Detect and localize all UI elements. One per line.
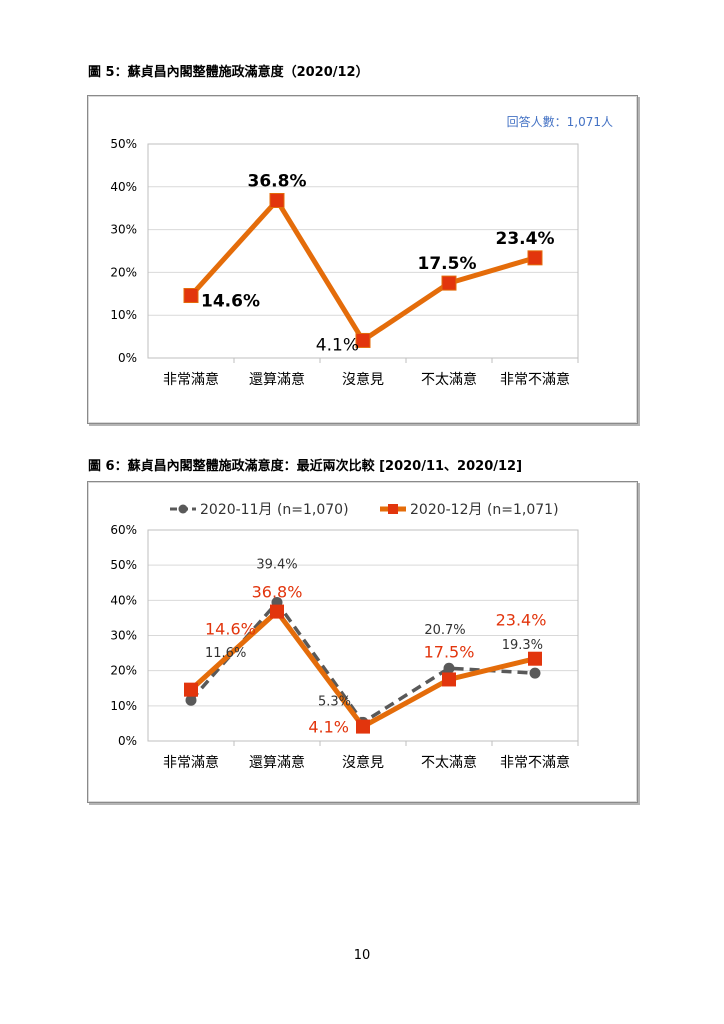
x-tick-label: 不太滿意 [421,754,477,771]
data-point [355,332,371,348]
plot-area [147,143,579,359]
plot-area [147,529,579,742]
data-label: 4.1% [316,335,359,355]
data-label-dec: 14.6% [205,620,256,639]
x-tick-label: 非常滿意 [163,371,219,388]
data-label: 17.5% [418,254,477,274]
data-label: 36.8% [248,171,307,191]
chart-5: 回答人數：1,071人 50% 40% 30% 20% 10% 0% 非常滿意 還算滿意 沒意見 不… [110,114,613,388]
x-tick-label: 沒意見 [342,754,384,771]
legend-label-nov: 2020-11月 (n=1,070) [200,502,349,518]
x-tick-label: 沒意見 [342,371,384,388]
y-tick-label: 50% [110,558,137,572]
data-label-nov: 5.3% [318,694,351,709]
y-tick-label: 0% [118,734,137,748]
data-point-dec [442,672,456,687]
chart-6: 2020-11月 (n=1,070) 2020-12月 (n=1,071) 60% 5… [110,502,579,771]
data-label-nov: 11.6% [205,646,246,661]
y-tick-label: 60% [110,523,137,537]
legend-label-dec: 2020-12月 (n=1,071) [410,502,559,518]
data-label-dec: 17.5% [424,642,475,661]
respondent-count-note: 回答人數：1,071人 [507,114,613,129]
data-label-nov: 19.3% [502,638,543,653]
data-label-dec: 36.8% [252,583,303,602]
y-tick-label: 30% [110,629,137,643]
x-tick-label: 還算滿意 [249,371,305,388]
x-tick-label: 還算滿意 [249,754,305,771]
data-label-nov: 39.4% [256,557,297,572]
data-point-dec [356,719,370,734]
x-tick-label: 非常滿意 [163,754,219,771]
y-tick-label: 10% [110,308,137,322]
y-tick-label: 40% [110,180,137,194]
y-tick-label: 20% [110,664,137,678]
data-point-dec [528,651,542,666]
legend-marker-dec [388,504,398,514]
y-tick-label: 50% [110,137,137,151]
figure-5-title: 圖 5：蘇貞昌內閣整體施政滿意度（2020/12） [88,65,369,80]
data-point [441,275,457,291]
x-tick-label: 非常不滿意 [500,371,570,388]
chart-6-frame: 2020-11月 (n=1,070) 2020-12月 (n=1,071) 60% 5… [87,481,638,803]
chart-5-frame: 回答人數：1,071人 50% 40% 30% 20% 10% 0% 非常滿意 還算滿意 沒意見 不… [87,95,638,424]
data-point [183,288,199,304]
y-tick-label: 0% [118,351,137,365]
data-label-dec: 4.1% [308,718,349,737]
data-label: 23.4% [496,229,555,249]
data-point-nov [529,667,541,679]
x-tick-label: 不太滿意 [421,371,477,388]
data-point [527,250,543,266]
data-point-dec [270,604,284,619]
y-tick-label: 20% [110,265,137,279]
data-point-nov [185,694,197,706]
page-number: 10 [353,948,371,963]
y-tick-label: 30% [110,223,137,237]
legend-marker-nov [178,504,188,514]
x-tick-label: 非常不滿意 [500,754,570,771]
y-tick-label: 40% [110,593,137,607]
data-point-nov [443,662,455,674]
figure-6-title: 圖 6：蘇貞昌內閣整體施政滿意度：最近兩次比較 [2020/11、2020/12… [88,459,523,474]
series-line [189,197,536,343]
data-label-dec: 23.4% [496,611,547,630]
data-label-nov: 20.7% [424,623,465,638]
data-label: 14.6% [201,292,260,312]
y-tick-label: 10% [110,699,137,713]
data-point [269,192,285,208]
data-point-dec [184,682,198,697]
